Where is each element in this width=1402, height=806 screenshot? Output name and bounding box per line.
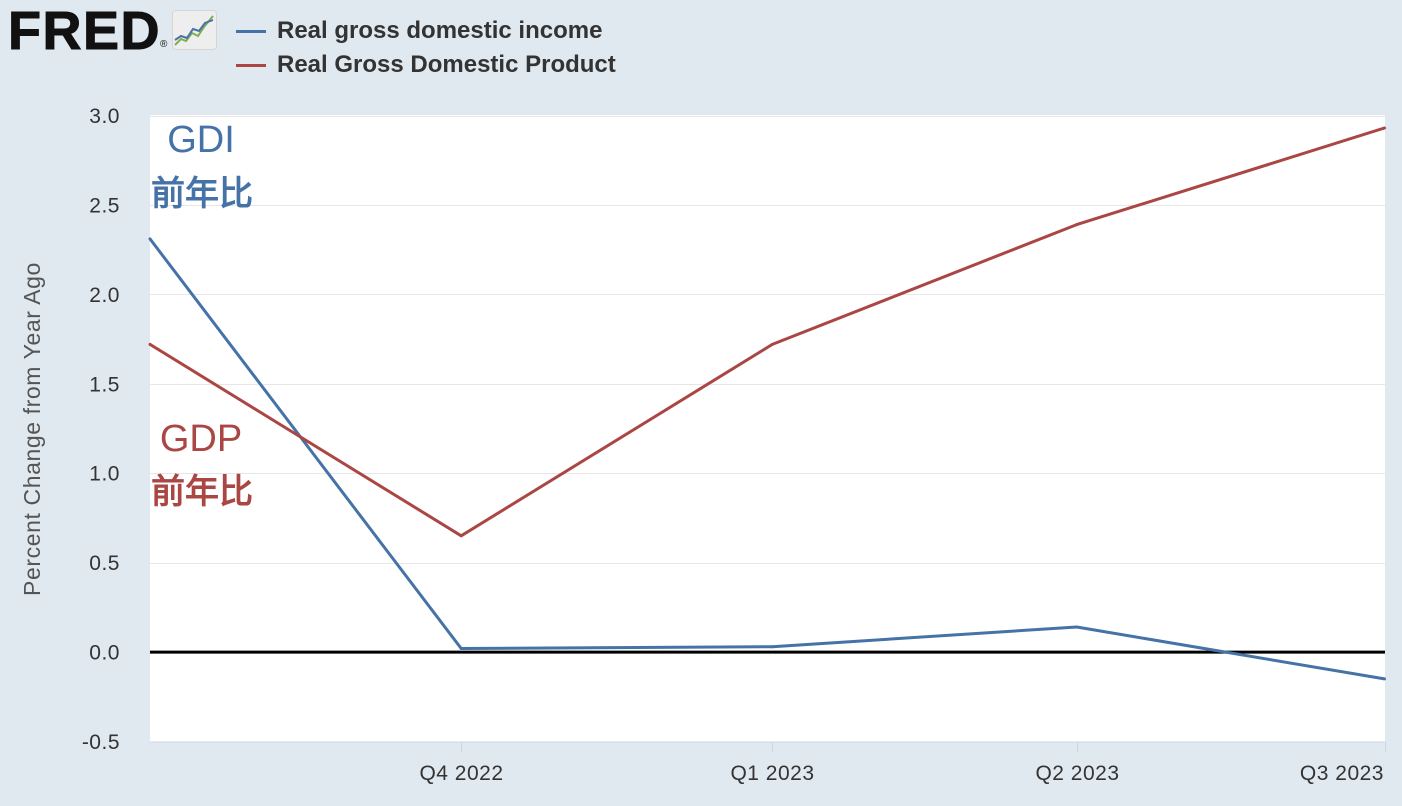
registered-mark: ® (160, 39, 168, 50)
real-gdi-point (770, 645, 774, 649)
legend-item-real-gdp[interactable]: Real Gross Domestic Product (236, 52, 616, 78)
y-tick-label: 0.0 (89, 642, 120, 665)
plot-area (150, 115, 1385, 742)
y-axis-label: Percent Change from Year Ago (19, 262, 45, 596)
x-tick-label: Q1 2023 (730, 762, 814, 785)
series-real-gdi (148, 237, 1386, 681)
y-tick-label: 3.0 (89, 105, 120, 128)
y-tick-label: -0.5 (82, 731, 120, 754)
icon-green-line (174, 15, 214, 46)
fred-chart-icon (172, 10, 217, 50)
fred-logo-text: FRED (8, 1, 161, 61)
real-gdp-point (148, 342, 152, 346)
y-tick-label: 0.5 (89, 552, 120, 575)
real-gdi-point (459, 647, 463, 650)
real-gdp-point (1383, 126, 1386, 130)
real-gdi-point (1383, 677, 1386, 681)
annotation-gdp: GDP (160, 418, 242, 460)
legend-label-real-gdi: Real gross domestic income (277, 17, 603, 44)
real-gdp-point (770, 342, 774, 346)
annotation-gdi: GDI (167, 119, 235, 161)
x-tick-label: Q3 2023 (1300, 762, 1384, 785)
y-axis: 3.0 2.5 2.0 1.5 1.0 0.5 0.0 -0.5 (82, 105, 120, 754)
y-tick-label: 2.0 (89, 284, 120, 307)
real-gdp-point (1075, 223, 1079, 227)
legend-swatch-real-gdp (236, 63, 266, 67)
fred-chart-icon-graphic (172, 10, 217, 50)
annotation-gdi-yoy: 前年比 (151, 174, 253, 214)
fred-logo[interactable]: FRED ® (0, 0, 222, 60)
annotations: GDI 前年比 GDP 前年比 (151, 119, 253, 512)
annotation-gdp-yoy: 前年比 (151, 472, 253, 512)
legend-swatch-real-gdi (236, 29, 266, 33)
y-tick-label: 2.5 (89, 194, 120, 217)
y-tick-label: 1.0 (89, 463, 120, 486)
y-tick-label: 1.5 (89, 373, 120, 396)
series-real-gdp (148, 126, 1386, 538)
real-gdi-point (148, 237, 152, 241)
real-gdp-point (459, 534, 463, 538)
icon-blue-line (174, 19, 214, 41)
real-gdi-point (1075, 625, 1079, 629)
x-axis: Q4 2022 Q1 2023 Q2 2023 Q3 2023 (150, 741, 1386, 785)
x-tick-label: Q2 2023 (1035, 762, 1119, 785)
x-tick-label: Q4 2022 (419, 762, 503, 785)
legend-label-real-gdp: Real Gross Domestic Product (277, 51, 616, 78)
chart-header: FRED ® Real gross domestic income Real G… (0, 0, 700, 90)
legend-item-real-gdi[interactable]: Real gross domestic income (236, 18, 602, 44)
